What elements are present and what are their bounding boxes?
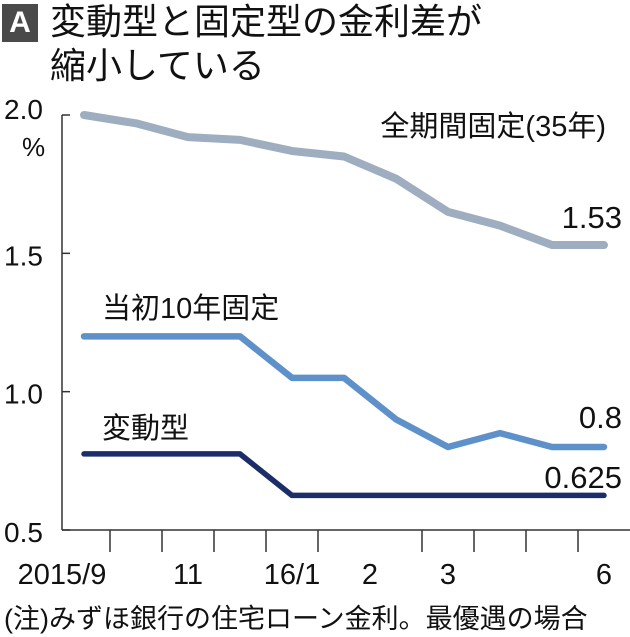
- x-tick-label: 2: [362, 559, 378, 591]
- series-label-10yr-fixed: 当初10年固定: [102, 292, 279, 325]
- figure-badge: A: [2, 4, 38, 42]
- x-tick-label: 3: [440, 559, 456, 591]
- chart-title-line2: 縮小している: [50, 45, 265, 86]
- y-axis-unit: %: [22, 132, 45, 162]
- x-tick-label: 11: [173, 559, 203, 591]
- y-tick-label: 1.0: [4, 379, 43, 410]
- y-tick-label: 0.5: [4, 517, 43, 548]
- chart-note: (注)みずほ銀行の住宅ローン金利。最優遇の場合: [4, 604, 588, 634]
- y-tick-label: 1.5: [4, 240, 43, 271]
- series-label-full-fixed: 全期間固定(35年): [380, 110, 606, 143]
- end-label-10yr-fixed: 0.8: [579, 400, 622, 435]
- x-tick-label: 2015/9: [18, 559, 107, 591]
- y-tick-label: 2.0: [4, 94, 43, 125]
- x-tick-label: 16/1: [264, 559, 320, 591]
- x-tick-label: 6: [596, 559, 612, 591]
- end-label-full-fixed: 1.53: [562, 200, 622, 235]
- end-label-variable: 0.625: [544, 460, 622, 495]
- chart-title-line1: 変動型と固定型の金利差が: [50, 1, 483, 42]
- series-line-2: [81, 451, 607, 499]
- series-label-variable: 変動型: [102, 412, 189, 445]
